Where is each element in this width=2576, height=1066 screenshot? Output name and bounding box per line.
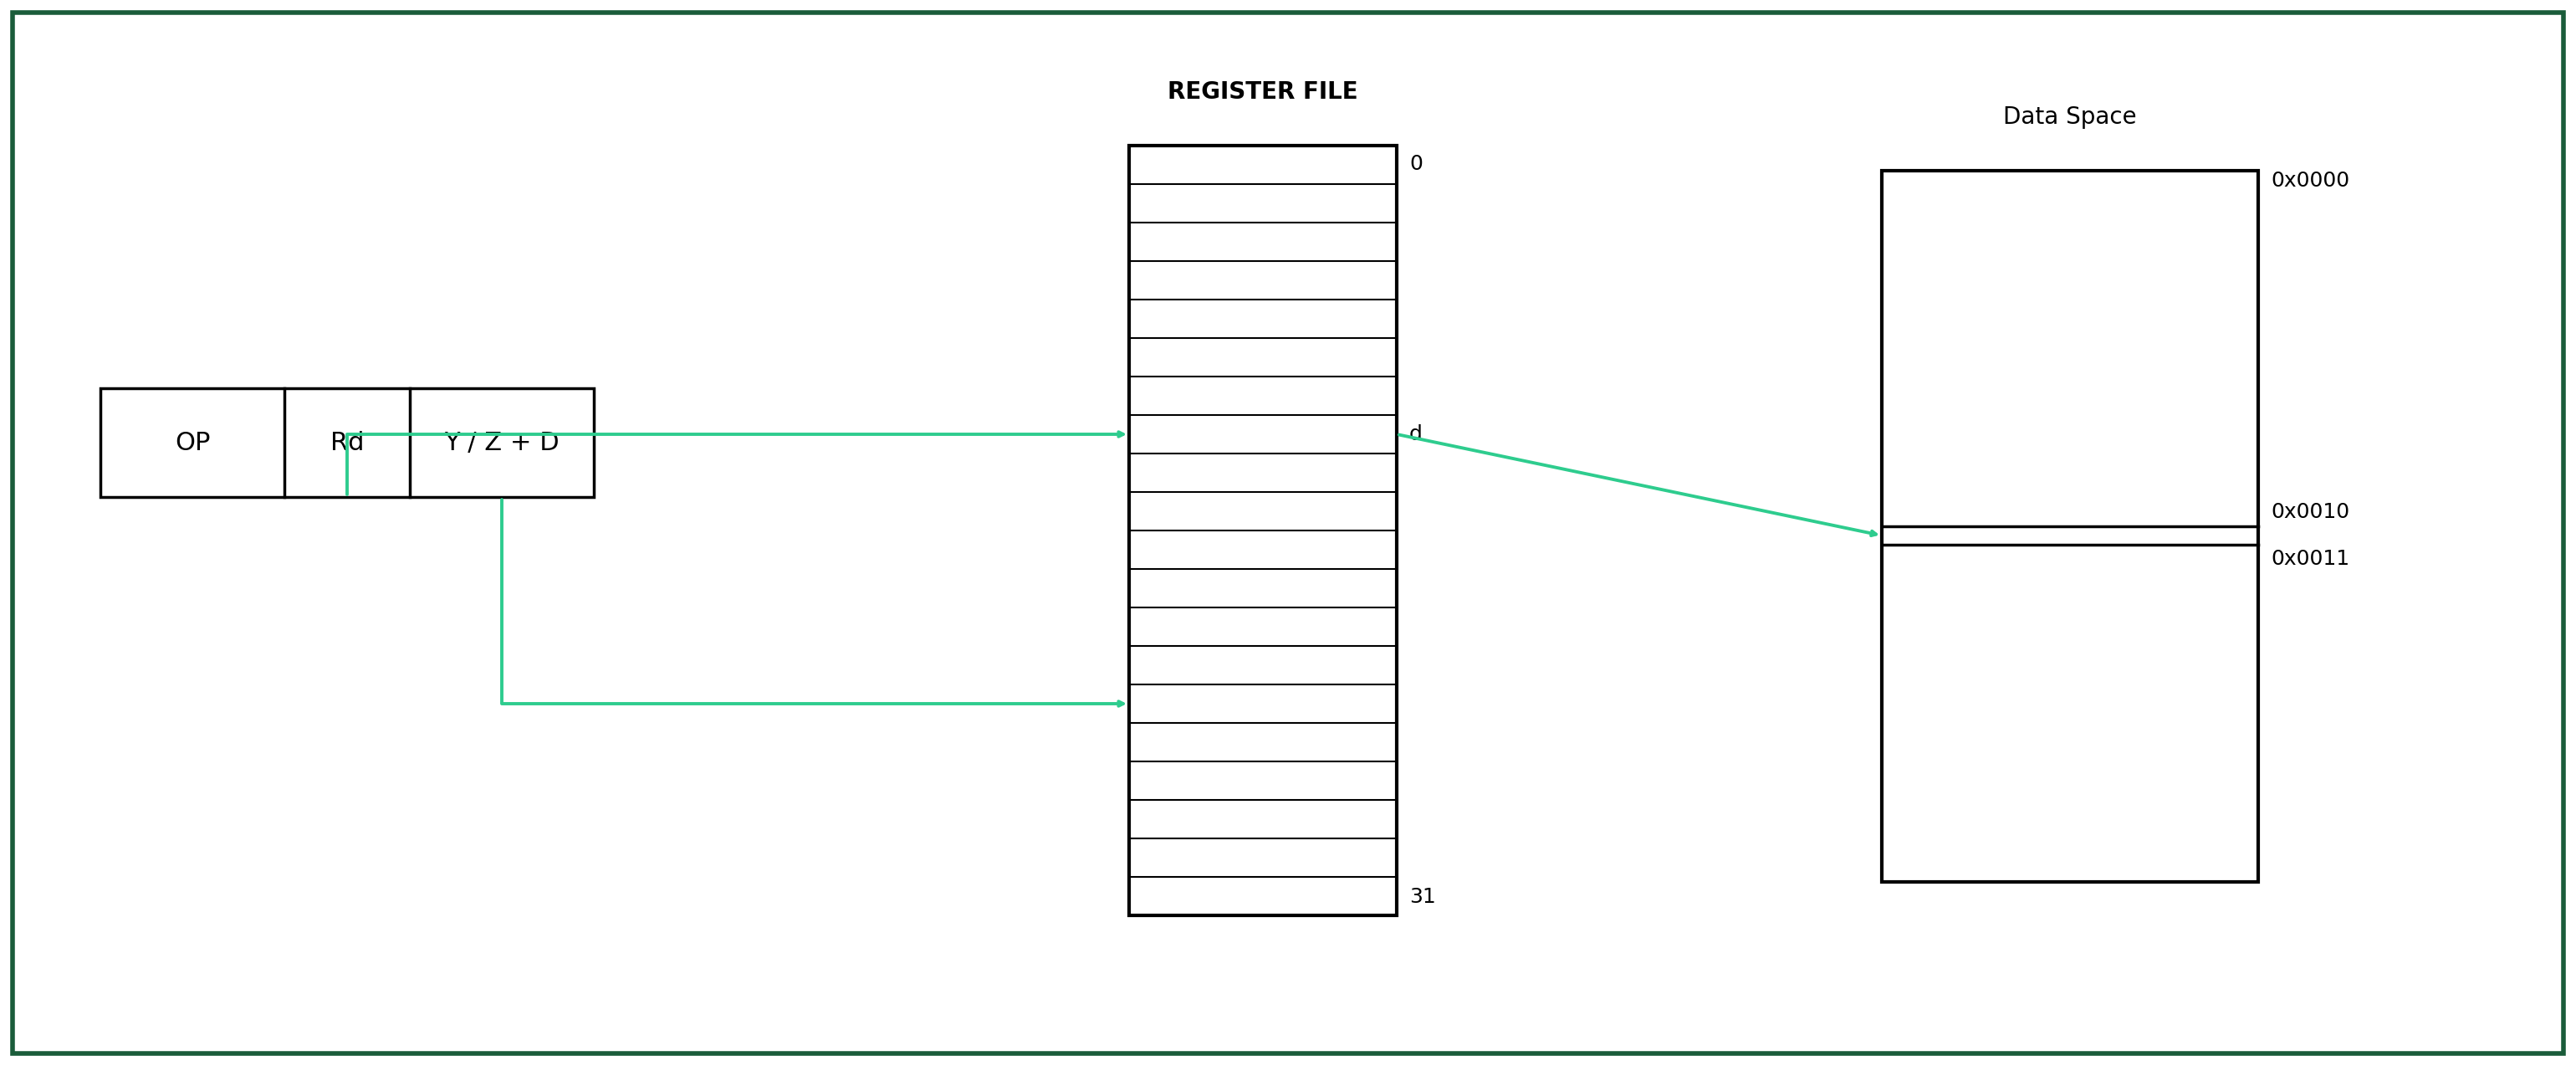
Text: d: d bbox=[1409, 424, 1422, 445]
Bar bbox=[1128, 146, 1396, 916]
Text: 0x0011: 0x0011 bbox=[2269, 549, 2349, 569]
Bar bbox=[100, 388, 595, 497]
Text: 0x0000: 0x0000 bbox=[2269, 171, 2349, 191]
Text: 31: 31 bbox=[1409, 887, 1435, 907]
Bar bbox=[1883, 171, 2259, 882]
Text: 0x0010: 0x0010 bbox=[2269, 502, 2349, 522]
Text: 0: 0 bbox=[1409, 154, 1422, 174]
Text: Rd: Rd bbox=[330, 431, 363, 455]
Text: Y / Z + D: Y / Z + D bbox=[443, 431, 559, 455]
Text: OP: OP bbox=[175, 431, 211, 455]
Text: REGISTER FILE: REGISTER FILE bbox=[1167, 80, 1358, 103]
Text: Data Space: Data Space bbox=[2004, 106, 2136, 129]
